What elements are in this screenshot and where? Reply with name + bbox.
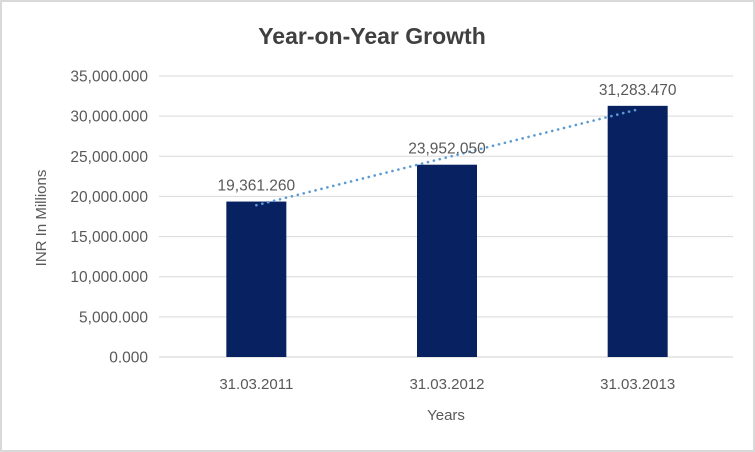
data-labels-group: 19,361.260 23,952.050 31,283.470 (218, 82, 677, 195)
y-axis-tick-label: 25,000.000 (70, 149, 148, 166)
x-axis-title: Years (427, 407, 465, 424)
data-label: 31,283.470 (599, 82, 677, 99)
trendline-group (255, 108, 639, 207)
y-axis-tick-label: 35,000.000 (70, 69, 148, 86)
y-axis-tick-label: 20,000.000 (70, 189, 148, 206)
y-axis-tick-label: 5,000.000 (79, 309, 148, 326)
y-axis-title: INR In Millions (33, 170, 50, 267)
y-axis-tick-label: 0.000 (109, 350, 148, 367)
x-axis-category-label: 31.03.2012 (409, 376, 484, 393)
data-label: 19,361.260 (218, 178, 296, 195)
trendline[interactable] (255, 108, 639, 207)
x-axis-category-label: 31.03.2013 (600, 376, 675, 393)
x-axis-category-labels-group: 31.03.2011 31.03.2012 31.03.2013 (219, 376, 675, 393)
y-axis-tick-labels-group: 0.000 5,000.000 10,000.000 15,000.000 20,000… (70, 69, 148, 367)
y-axis-tick-label: 10,000.000 (70, 269, 148, 286)
chart-title: Year-on-Year Growth (258, 23, 486, 49)
y-axis-tick-label: 30,000.000 (70, 109, 148, 126)
x-axis-category-label: 31.03.2011 (219, 376, 293, 393)
bar[interactable] (607, 105, 668, 357)
data-label: 23,952.050 (408, 141, 486, 158)
bar[interactable] (417, 164, 477, 357)
bar[interactable] (226, 201, 287, 357)
bars-group (226, 105, 668, 357)
y-axis-tick-label: 15,000.000 (70, 229, 148, 246)
